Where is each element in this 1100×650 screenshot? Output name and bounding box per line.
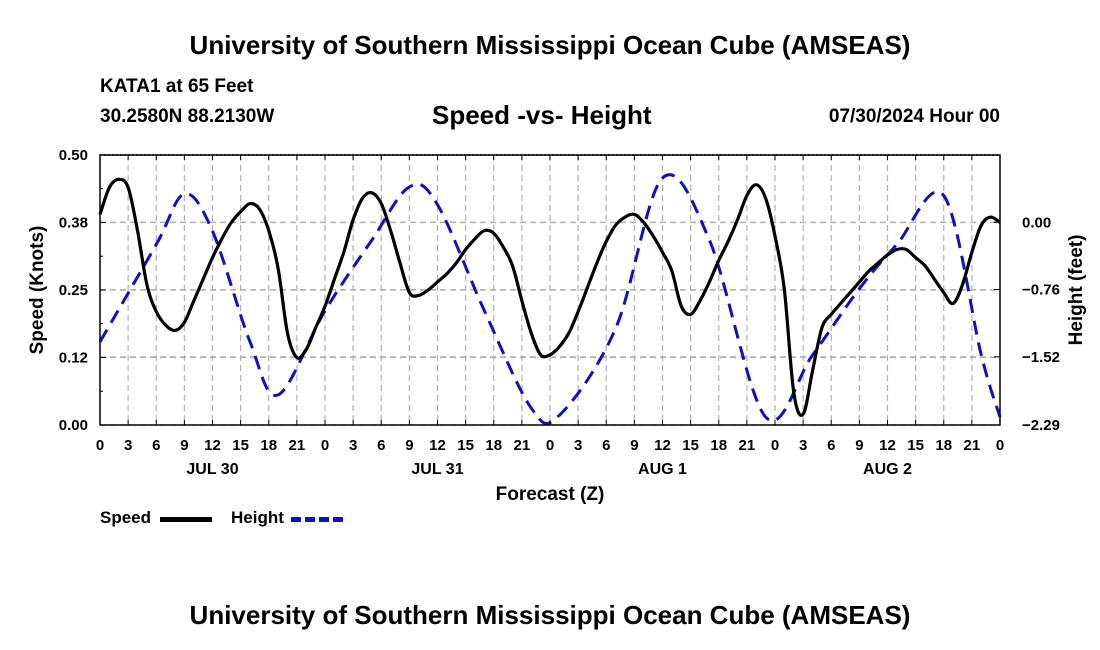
main-title: University of Southern Mississippi Ocean… <box>189 30 911 60</box>
x-axis-title: Forecast (Z) <box>496 484 605 505</box>
x-tick-label: 21 <box>289 437 306 454</box>
x-tick-label: 3 <box>574 437 582 454</box>
x-tick-label: 6 <box>152 437 160 454</box>
y-right-tick-label: −2.29 <box>1022 417 1060 434</box>
x-tick-label: 12 <box>654 437 671 454</box>
y-left-tick-label: 0.25 <box>59 282 88 299</box>
x-tick-label: 15 <box>457 437 474 454</box>
y-axis-right-title: Height (feet) <box>1066 235 1087 346</box>
legend-height-label: Height <box>231 508 284 527</box>
x-tick-label: 15 <box>907 437 924 454</box>
x-tick-label: 21 <box>739 437 756 454</box>
x-tick-label: 0 <box>996 437 1004 454</box>
legend-speed-label: Speed <box>100 508 152 527</box>
height-series-line <box>98 173 1002 425</box>
station-label: KATA1 at 65 Feet <box>100 76 254 97</box>
x-tick-label: 18 <box>710 437 727 454</box>
y-left-tick-label: 0.12 <box>59 350 88 367</box>
station-coordinates: 30.2580N 88.2130W <box>100 106 275 127</box>
x-tick-label: 12 <box>204 437 221 454</box>
run-timestamp: 07/30/2024 Hour 00 <box>828 106 1000 127</box>
x-tick-label: 3 <box>799 437 807 454</box>
y-left-tick-label: 0.00 <box>59 417 88 434</box>
day-label: AUG 1 <box>638 461 687 478</box>
x-tick-label: 6 <box>827 437 835 454</box>
x-tick-label: 9 <box>630 437 638 454</box>
legend-height-swatch <box>291 517 343 522</box>
x-tick-label: 0 <box>96 437 104 454</box>
x-tick-label: 6 <box>602 437 610 454</box>
x-tick-label: 9 <box>855 437 863 454</box>
x-tick-label: 18 <box>260 437 277 454</box>
y-right-tick-label: −0.76 <box>1022 282 1060 299</box>
x-tick-label: 12 <box>429 437 446 454</box>
grid-layer <box>100 155 1000 426</box>
x-tick-label: 12 <box>879 437 896 454</box>
speed-series-line <box>98 177 1001 417</box>
day-label: JUL 30 <box>186 461 238 478</box>
x-tick-label: 15 <box>682 437 699 454</box>
x-tick-label: 6 <box>377 437 385 454</box>
x-tick-label: 21 <box>514 437 531 454</box>
y-left-tick-label: 0.50 <box>59 147 88 164</box>
x-tick-label: 15 <box>232 437 249 454</box>
x-tick-label: 3 <box>349 437 357 454</box>
y-left-tick-label: 0.38 <box>59 215 88 232</box>
x-tick-label: 18 <box>485 437 502 454</box>
y-right-tick-label: 0.00 <box>1022 214 1051 231</box>
day-label: JUL 31 <box>411 461 463 478</box>
x-tick-label: 3 <box>124 437 132 454</box>
x-tick-label: 9 <box>405 437 413 454</box>
x-tick-label: 18 <box>935 437 952 454</box>
x-tick-label: 0 <box>321 437 329 454</box>
y-right-tick-label: −1.52 <box>1022 349 1060 366</box>
x-tick-label: 21 <box>964 437 981 454</box>
y-axis-left-title: Speed (Knots) <box>27 226 48 355</box>
x-tick-label: 9 <box>180 437 188 454</box>
x-tick-label: 0 <box>546 437 554 454</box>
x-tick-label: 0 <box>771 437 779 454</box>
footer-title: University of Southern Mississippi Ocean… <box>189 600 911 630</box>
axis-layer: 0 3 6 9 12 15 18 21 0 3 6 9 12 15 18 21 0 3 6 9 12 15 18 21 0 3 6 9… <box>59 147 1060 478</box>
series-layer <box>98 173 1002 425</box>
day-label: AUG 2 <box>863 461 912 478</box>
legend-speed-swatch <box>160 517 212 522</box>
chart-subtitle: Speed -vs- Height <box>432 100 652 130</box>
